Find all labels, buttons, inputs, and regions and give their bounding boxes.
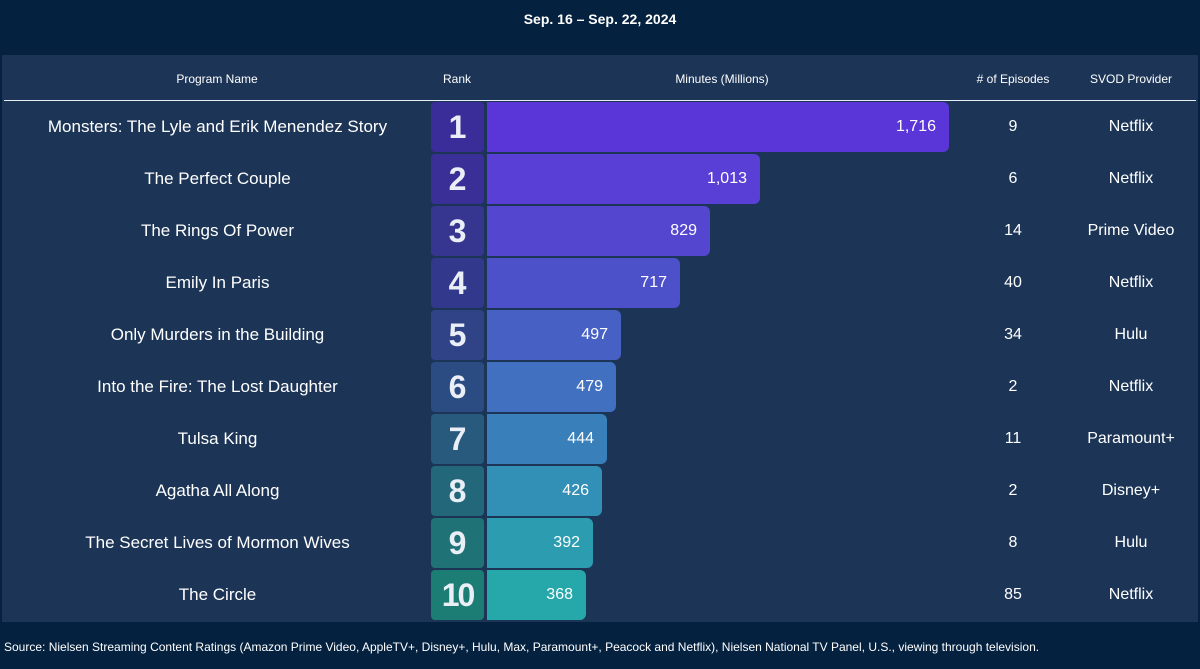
chart-title: Sep. 16 – Sep. 22, 2024 bbox=[523, 11, 677, 27]
table-row: Into the Fire: The Lost Daughter 6 479 2 Net… bbox=[0, 362, 1200, 412]
column-header-program: Program Name bbox=[176, 72, 258, 86]
episode-count: 34 bbox=[1004, 326, 1022, 343]
bar-value-label: 497 bbox=[581, 326, 608, 343]
program-name: Only Murders in the Building bbox=[110, 325, 325, 344]
table-row: Emily In Paris 4 717 40 Netflix bbox=[0, 258, 1200, 308]
rank-badge: 5 bbox=[431, 310, 484, 360]
program-name: Tulsa King bbox=[177, 429, 258, 448]
bar-value-label: 829 bbox=[670, 222, 697, 239]
bar-mark bbox=[487, 258, 680, 308]
header-divider bbox=[4, 100, 1196, 101]
bar-value-label: 426 bbox=[562, 482, 589, 499]
rank-badge: 3 bbox=[431, 206, 484, 256]
column-header-row: Program Name Rank Minutes (Millions) # o… bbox=[0, 72, 1200, 88]
svod-provider: Disney+ bbox=[1101, 482, 1161, 499]
table-row: Monsters: The Lyle and Erik Menendez Sto… bbox=[0, 102, 1200, 152]
bar-mark bbox=[487, 570, 586, 620]
episode-count: 8 bbox=[1008, 534, 1018, 551]
episode-count: 85 bbox=[1004, 586, 1022, 603]
episode-count: 9 bbox=[1008, 118, 1018, 135]
column-header-minutes: Minutes (Millions) bbox=[675, 72, 769, 86]
bar-mark bbox=[487, 414, 607, 464]
rank-badge: 2 bbox=[431, 154, 484, 204]
svod-provider: Hulu bbox=[1114, 326, 1148, 343]
episode-count: 40 bbox=[1004, 274, 1022, 291]
svod-provider: Hulu bbox=[1114, 534, 1148, 551]
svod-provider: Prime Video bbox=[1087, 222, 1175, 239]
table-row: The Secret Lives of Mormon Wives 9 392 8 Hul… bbox=[0, 518, 1200, 568]
table-row: The Rings Of Power 3 829 14 Prime Video bbox=[0, 206, 1200, 256]
svod-provider: Netflix bbox=[1108, 586, 1154, 603]
rank-badge: 8 bbox=[431, 466, 484, 516]
program-name: The Secret Lives of Mormon Wives bbox=[85, 533, 350, 552]
rank-badge: 4 bbox=[431, 258, 484, 308]
bar-mark bbox=[487, 518, 593, 568]
bar-mark bbox=[487, 102, 949, 152]
rank-badge: 10 bbox=[431, 570, 484, 620]
program-name: Monsters: The Lyle and Erik Menendez Sto… bbox=[47, 117, 388, 136]
svod-provider: Netflix bbox=[1108, 378, 1154, 395]
svod-provider: Netflix bbox=[1108, 118, 1154, 135]
table-row: Tulsa King 7 444 11 Paramount+ bbox=[0, 414, 1200, 464]
program-name: Agatha All Along bbox=[155, 481, 280, 500]
column-header-rank: Rank bbox=[442, 72, 471, 86]
bar-value-label: 717 bbox=[640, 274, 667, 291]
bar-value-label: 1,013 bbox=[706, 170, 747, 187]
episode-count: 2 bbox=[1008, 482, 1018, 499]
bar-mark bbox=[487, 154, 760, 204]
table-row: Only Murders in the Building 5 497 34 Hulu bbox=[0, 310, 1200, 360]
bar-mark bbox=[487, 310, 621, 360]
bar-mark bbox=[487, 466, 602, 516]
bar-value-label: 444 bbox=[567, 430, 594, 447]
episode-count: 14 bbox=[1004, 222, 1022, 239]
table-row: Agatha All Along 8 426 2 Disney+ bbox=[0, 466, 1200, 516]
rank-badge: 6 bbox=[431, 362, 484, 412]
bar-mark bbox=[487, 362, 616, 412]
svod-provider: Netflix bbox=[1108, 274, 1154, 291]
episode-count: 6 bbox=[1008, 170, 1018, 187]
svod-provider: Paramount+ bbox=[1087, 430, 1175, 447]
program-name: The Perfect Couple bbox=[144, 169, 291, 188]
rank-badge: 7 bbox=[431, 414, 484, 464]
rank-badge: 1 bbox=[431, 102, 484, 152]
bar-value-label: 1,716 bbox=[895, 118, 936, 135]
table-row: The Circle 10 368 85 Netflix bbox=[0, 570, 1200, 620]
column-header-episodes: # of Episodes bbox=[976, 72, 1050, 86]
svod-provider: Netflix bbox=[1108, 170, 1154, 187]
source-note: Source: Nielsen Streaming Content Rating… bbox=[4, 640, 1040, 654]
bar-mark bbox=[487, 206, 710, 256]
bar-value-label: 368 bbox=[546, 586, 573, 603]
column-header-provider: SVOD Provider bbox=[1089, 72, 1173, 86]
episode-count: 11 bbox=[1004, 430, 1022, 447]
episode-count: 2 bbox=[1008, 378, 1018, 395]
bar-value-label: 479 bbox=[576, 378, 603, 395]
rank-badge: 9 bbox=[431, 518, 484, 568]
table-row: The Perfect Couple 2 1,013 6 Netflix bbox=[0, 154, 1200, 204]
program-name: Into the Fire: The Lost Daughter bbox=[97, 377, 338, 396]
program-name: The Circle bbox=[178, 585, 257, 604]
bar-value-label: 392 bbox=[553, 534, 580, 551]
program-name: The Rings Of Power bbox=[140, 221, 295, 240]
program-name: Emily In Paris bbox=[165, 273, 270, 292]
